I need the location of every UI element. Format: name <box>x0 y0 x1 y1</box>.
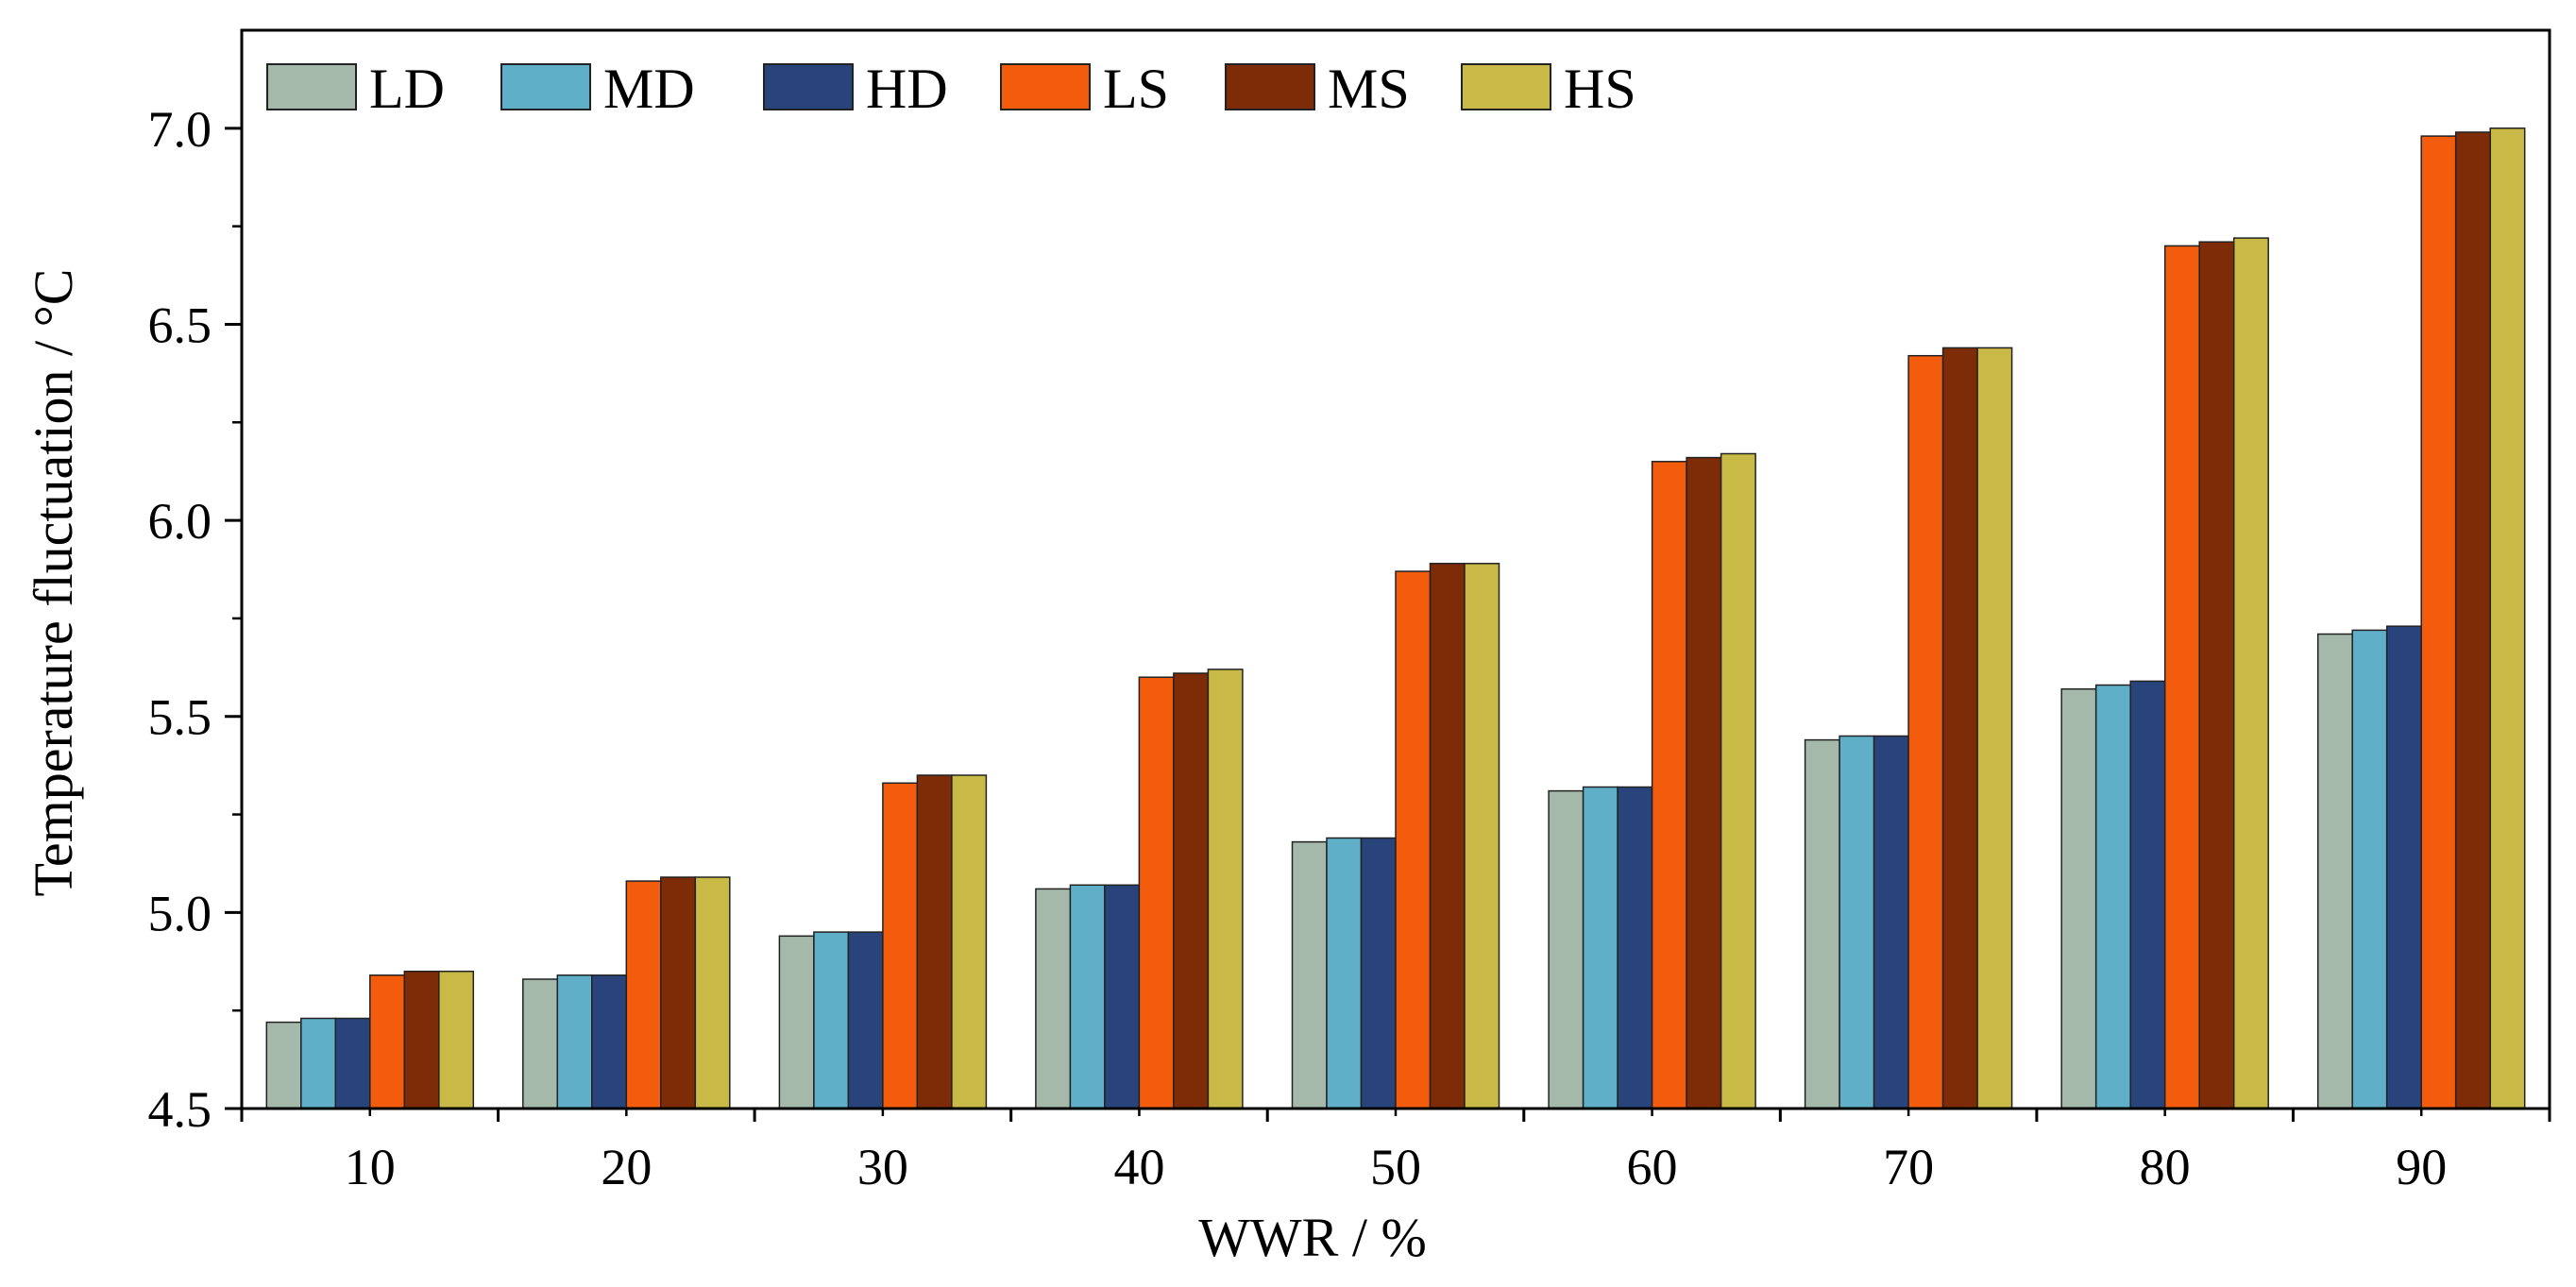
bar-HD-90 <box>2387 626 2422 1109</box>
bar-HD-70 <box>1874 737 1909 1109</box>
bar-MD-60 <box>1584 787 1618 1109</box>
legend-swatch-MD <box>501 64 590 110</box>
bar-LS-50 <box>1396 571 1431 1109</box>
y-tick-label: 5.0 <box>148 885 212 941</box>
bar-MS-70 <box>1943 347 1978 1109</box>
bar-HS-40 <box>1208 669 1243 1109</box>
legend-swatch-MS <box>1226 64 1314 110</box>
bar-MS-90 <box>2456 132 2491 1109</box>
bar-HD-50 <box>1362 838 1397 1109</box>
y-tick-label: 7.0 <box>148 101 212 158</box>
bar-MS-50 <box>1431 564 1466 1109</box>
bar-HD-60 <box>1618 787 1652 1109</box>
bar-LD-50 <box>1293 842 1328 1109</box>
y-axis-title: Temperature fluctuation / °C <box>23 269 84 897</box>
bar-MD-90 <box>2352 630 2387 1109</box>
bar-LS-20 <box>626 881 661 1109</box>
bar-HD-20 <box>592 975 627 1109</box>
x-tick-label: 90 <box>2396 1139 2447 1195</box>
bar-HS-60 <box>1721 454 1756 1109</box>
bar-LS-80 <box>2165 246 2200 1109</box>
bar-MS-30 <box>917 775 952 1109</box>
legend-swatch-HD <box>764 64 853 110</box>
bar-MD-50 <box>1327 838 1362 1109</box>
y-tick-label: 6.0 <box>148 493 212 550</box>
legend-label-HS: HS <box>1564 58 1636 120</box>
legend-swatch-LD <box>267 64 356 110</box>
legend-swatch-HS <box>1462 64 1551 110</box>
bar-MS-40 <box>1174 673 1209 1109</box>
bar-LS-40 <box>1139 677 1174 1109</box>
x-tick-label: 60 <box>1627 1139 1678 1195</box>
bar-HD-30 <box>848 932 883 1109</box>
x-tick-label: 20 <box>601 1139 652 1195</box>
legend-label-LS: LS <box>1103 58 1169 120</box>
bar-HS-50 <box>1465 564 1500 1109</box>
legend-label-MS: MS <box>1328 58 1410 120</box>
x-tick-label: 40 <box>1113 1139 1164 1195</box>
bar-MD-70 <box>1839 737 1874 1109</box>
bar-LS-10 <box>370 975 405 1109</box>
bar-HS-10 <box>439 972 474 1109</box>
bar-LD-60 <box>1549 791 1584 1109</box>
chart: 4.5 5.0 5.5 6.0 6.5 7.0 10 20 30 40 50 60 70 80 90 LD M… <box>0 0 2576 1282</box>
bar-MS-60 <box>1686 458 1721 1109</box>
bar-MS-80 <box>2199 242 2234 1109</box>
x-tick-label: 80 <box>2140 1139 2191 1195</box>
legend-label-LD: LD <box>369 58 445 120</box>
bar-LD-10 <box>266 1023 301 1109</box>
x-tick-label: 10 <box>345 1139 396 1195</box>
bar-HS-20 <box>695 877 730 1109</box>
bar-MS-10 <box>404 972 439 1109</box>
bar-HS-70 <box>1977 347 2012 1109</box>
legend-swatch-LS <box>1001 64 1090 110</box>
bar-LS-90 <box>2421 136 2456 1109</box>
bar-chart: 4.5 5.0 5.5 6.0 6.5 7.0 10 20 30 40 50 60 70 80 90 LD M… <box>0 0 2576 1282</box>
legend: LD MD HD LS MS HS <box>267 58 1636 120</box>
bar-MD-30 <box>814 932 849 1109</box>
bar-MS-20 <box>661 877 696 1109</box>
x-axis-title: WWR / % <box>1198 1207 1427 1268</box>
bar-LS-70 <box>1908 356 1943 1109</box>
y-tick-label: 4.5 <box>148 1081 212 1138</box>
x-tick-label: 50 <box>1370 1139 1421 1195</box>
legend-label-HD: HD <box>866 58 948 120</box>
legend-label-MD: MD <box>603 58 695 120</box>
bar-MD-20 <box>557 975 592 1109</box>
bar-HD-10 <box>335 1019 370 1109</box>
bar-LS-30 <box>883 783 918 1109</box>
bar-MD-40 <box>1070 885 1105 1109</box>
bar-MD-80 <box>2096 686 2131 1109</box>
bar-LD-40 <box>1036 889 1071 1109</box>
bar-LD-80 <box>2061 689 2096 1109</box>
x-tick-label: 70 <box>1883 1139 1934 1195</box>
bars-layer <box>266 128 2524 1109</box>
bar-HS-80 <box>2234 238 2269 1109</box>
bar-LS-60 <box>1652 462 1687 1109</box>
bar-HD-80 <box>2130 681 2165 1109</box>
bar-LD-90 <box>2318 635 2353 1109</box>
bar-HS-90 <box>2490 128 2525 1109</box>
bar-LD-70 <box>1805 740 1840 1109</box>
y-tick-label: 6.5 <box>148 296 212 353</box>
bar-HD-40 <box>1105 885 1140 1109</box>
bar-MD-10 <box>301 1019 336 1109</box>
bar-HS-30 <box>952 775 987 1109</box>
bar-LD-30 <box>779 936 814 1109</box>
y-tick-label: 5.5 <box>148 689 212 746</box>
bar-LD-20 <box>523 979 558 1109</box>
x-tick-label: 30 <box>857 1139 908 1195</box>
